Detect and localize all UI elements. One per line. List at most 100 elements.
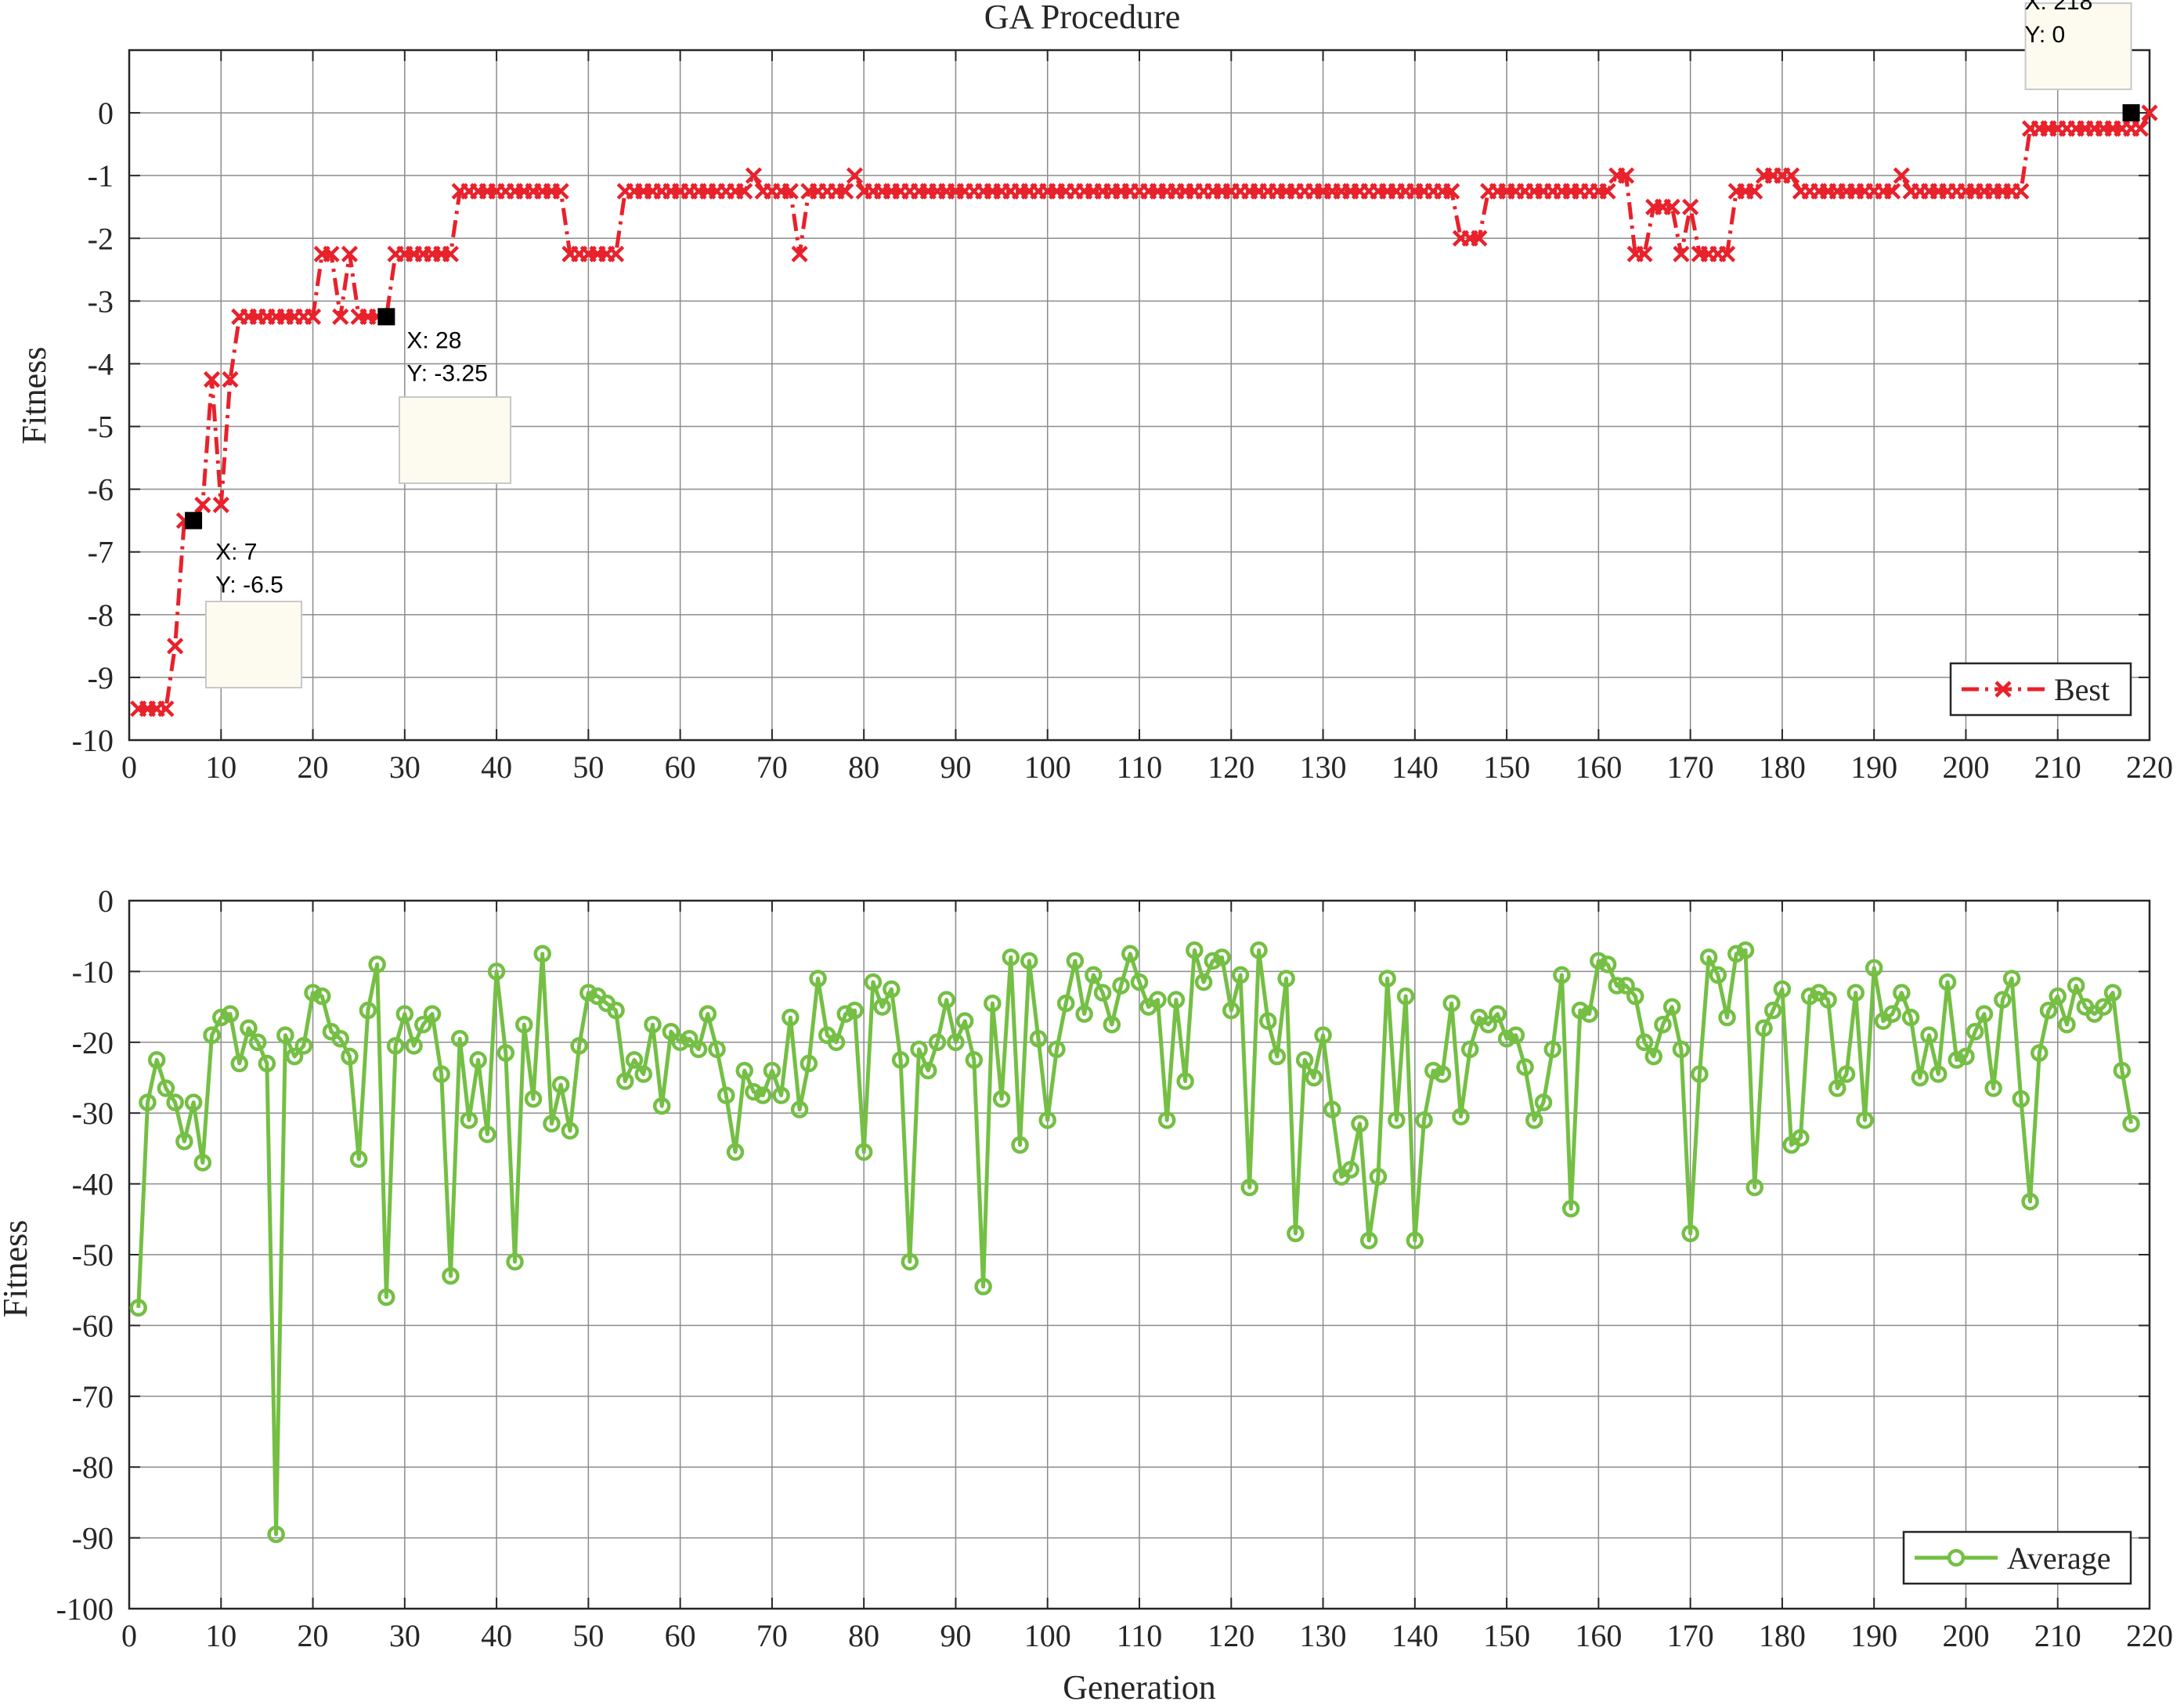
data-point	[1994, 991, 2012, 1009]
data-point	[992, 1089, 1011, 1108]
data-point	[1002, 948, 1020, 966]
data-point	[837, 182, 854, 200]
legend-swatch-marker	[1994, 681, 2012, 698]
data-point	[222, 370, 239, 388]
x-tick-label: 140	[1392, 750, 1439, 785]
x-tick-label: 170	[1667, 750, 1714, 785]
datatip-x-label: X: 7	[215, 540, 257, 565]
data-point	[570, 1037, 588, 1055]
data-point	[294, 1037, 313, 1055]
data-point	[332, 308, 349, 325]
data-point	[1085, 966, 1103, 984]
data-point	[341, 1047, 359, 1066]
data-point	[359, 1001, 377, 1020]
data-point	[1369, 1168, 1388, 1186]
data-point	[1388, 1111, 1406, 1129]
data-point	[1846, 984, 1865, 1002]
data-point	[1654, 1015, 1672, 1034]
datatip-y-label: Y: -3.25	[406, 360, 487, 386]
data-point	[1415, 1111, 1433, 1129]
data-point	[1617, 977, 1635, 995]
data-point	[203, 370, 221, 388]
y-tick-label: -70	[72, 1379, 114, 1414]
x-tick-label: 10	[205, 1618, 236, 1653]
y-tick-label: -7	[88, 535, 114, 570]
data-point	[772, 1086, 790, 1104]
data-point	[1543, 1040, 1561, 1059]
data-point	[386, 1037, 405, 1055]
data-point	[405, 1037, 423, 1055]
x-tick-label: 210	[2034, 1618, 2081, 1653]
data-point	[1314, 1026, 1332, 1045]
data-point	[304, 308, 322, 325]
data-point	[1635, 1033, 1654, 1052]
data-point	[1167, 991, 1186, 1009]
data-point	[1534, 1093, 1553, 1111]
x-tick-label: 70	[756, 750, 788, 785]
best-fitness-plot: 0 10 20 30 40 50 60 70 80 90 100 110 120 130 140 150 160…	[15, 0, 2173, 785]
x-tick-label: 200	[1942, 750, 1989, 785]
x-tick-label: 180	[1759, 750, 1806, 785]
x-tick-label: 30	[389, 750, 421, 785]
x-tick-label: 180	[1759, 1618, 1806, 1653]
data-point	[955, 1012, 974, 1030]
data-point	[285, 1047, 304, 1066]
data-point	[1672, 1040, 1691, 1059]
data-point	[1305, 1068, 1323, 1087]
legend-swatch-marker	[1947, 1548, 1966, 1567]
data-point	[671, 1033, 689, 1052]
data-point	[1773, 980, 1792, 999]
data-point	[736, 182, 753, 200]
data-point	[1745, 1178, 1763, 1197]
data-point	[2049, 987, 2067, 1006]
data-point	[919, 1061, 937, 1080]
data-point	[1599, 182, 1616, 200]
data-point	[1763, 1001, 1782, 1020]
data-point	[1948, 1051, 1966, 1069]
x-tick-label: 220	[2126, 750, 2173, 785]
data-point	[1424, 1061, 1442, 1080]
x-tick-label: 70	[756, 1618, 788, 1653]
data-point	[717, 1086, 735, 1104]
y-tick-label: -100	[56, 1591, 114, 1627]
legend: Average	[1902, 1530, 2132, 1585]
data-point	[1984, 1079, 2002, 1097]
data-point	[1250, 941, 1268, 959]
data-point	[524, 1089, 543, 1108]
data-point	[349, 1150, 368, 1169]
data-point	[1682, 198, 1699, 215]
data-point	[1066, 952, 1085, 970]
x-tick-label: 190	[1850, 750, 1897, 785]
data-point	[616, 1072, 634, 1090]
data-point	[1516, 1058, 1534, 1076]
data-point	[800, 1054, 818, 1073]
data-point	[377, 1288, 395, 1306]
datatip-x-label: X: 28	[406, 327, 461, 353]
data-point	[1893, 984, 1911, 1002]
data-point	[147, 1051, 166, 1069]
y-tick-label: -30	[72, 1096, 114, 1131]
data-point	[432, 1065, 450, 1083]
data-point	[203, 1026, 221, 1045]
data-point	[928, 1033, 947, 1052]
data-point	[1443, 182, 1460, 200]
data-point	[726, 1143, 745, 1161]
data-point	[1351, 1114, 1369, 1133]
data-point	[1112, 977, 1130, 995]
data-point	[331, 1030, 349, 1048]
data-point	[1222, 1001, 1240, 1020]
data-point	[1268, 1047, 1287, 1066]
x-tick-label: 110	[1117, 1618, 1163, 1653]
data-point	[745, 167, 763, 184]
data-point	[790, 1100, 809, 1118]
data-point	[1755, 1019, 1773, 1037]
y-tick-label: 0	[98, 883, 114, 919]
data-point	[1561, 1199, 1580, 1218]
data-point	[1598, 955, 1617, 974]
data-point	[166, 1093, 184, 1111]
y-tick-label: -3	[88, 284, 114, 319]
data-point	[2021, 1192, 2039, 1211]
data-point	[2113, 1061, 2132, 1080]
y-tick-label: -9	[88, 660, 114, 695]
x-tick-label: 0	[121, 750, 137, 785]
